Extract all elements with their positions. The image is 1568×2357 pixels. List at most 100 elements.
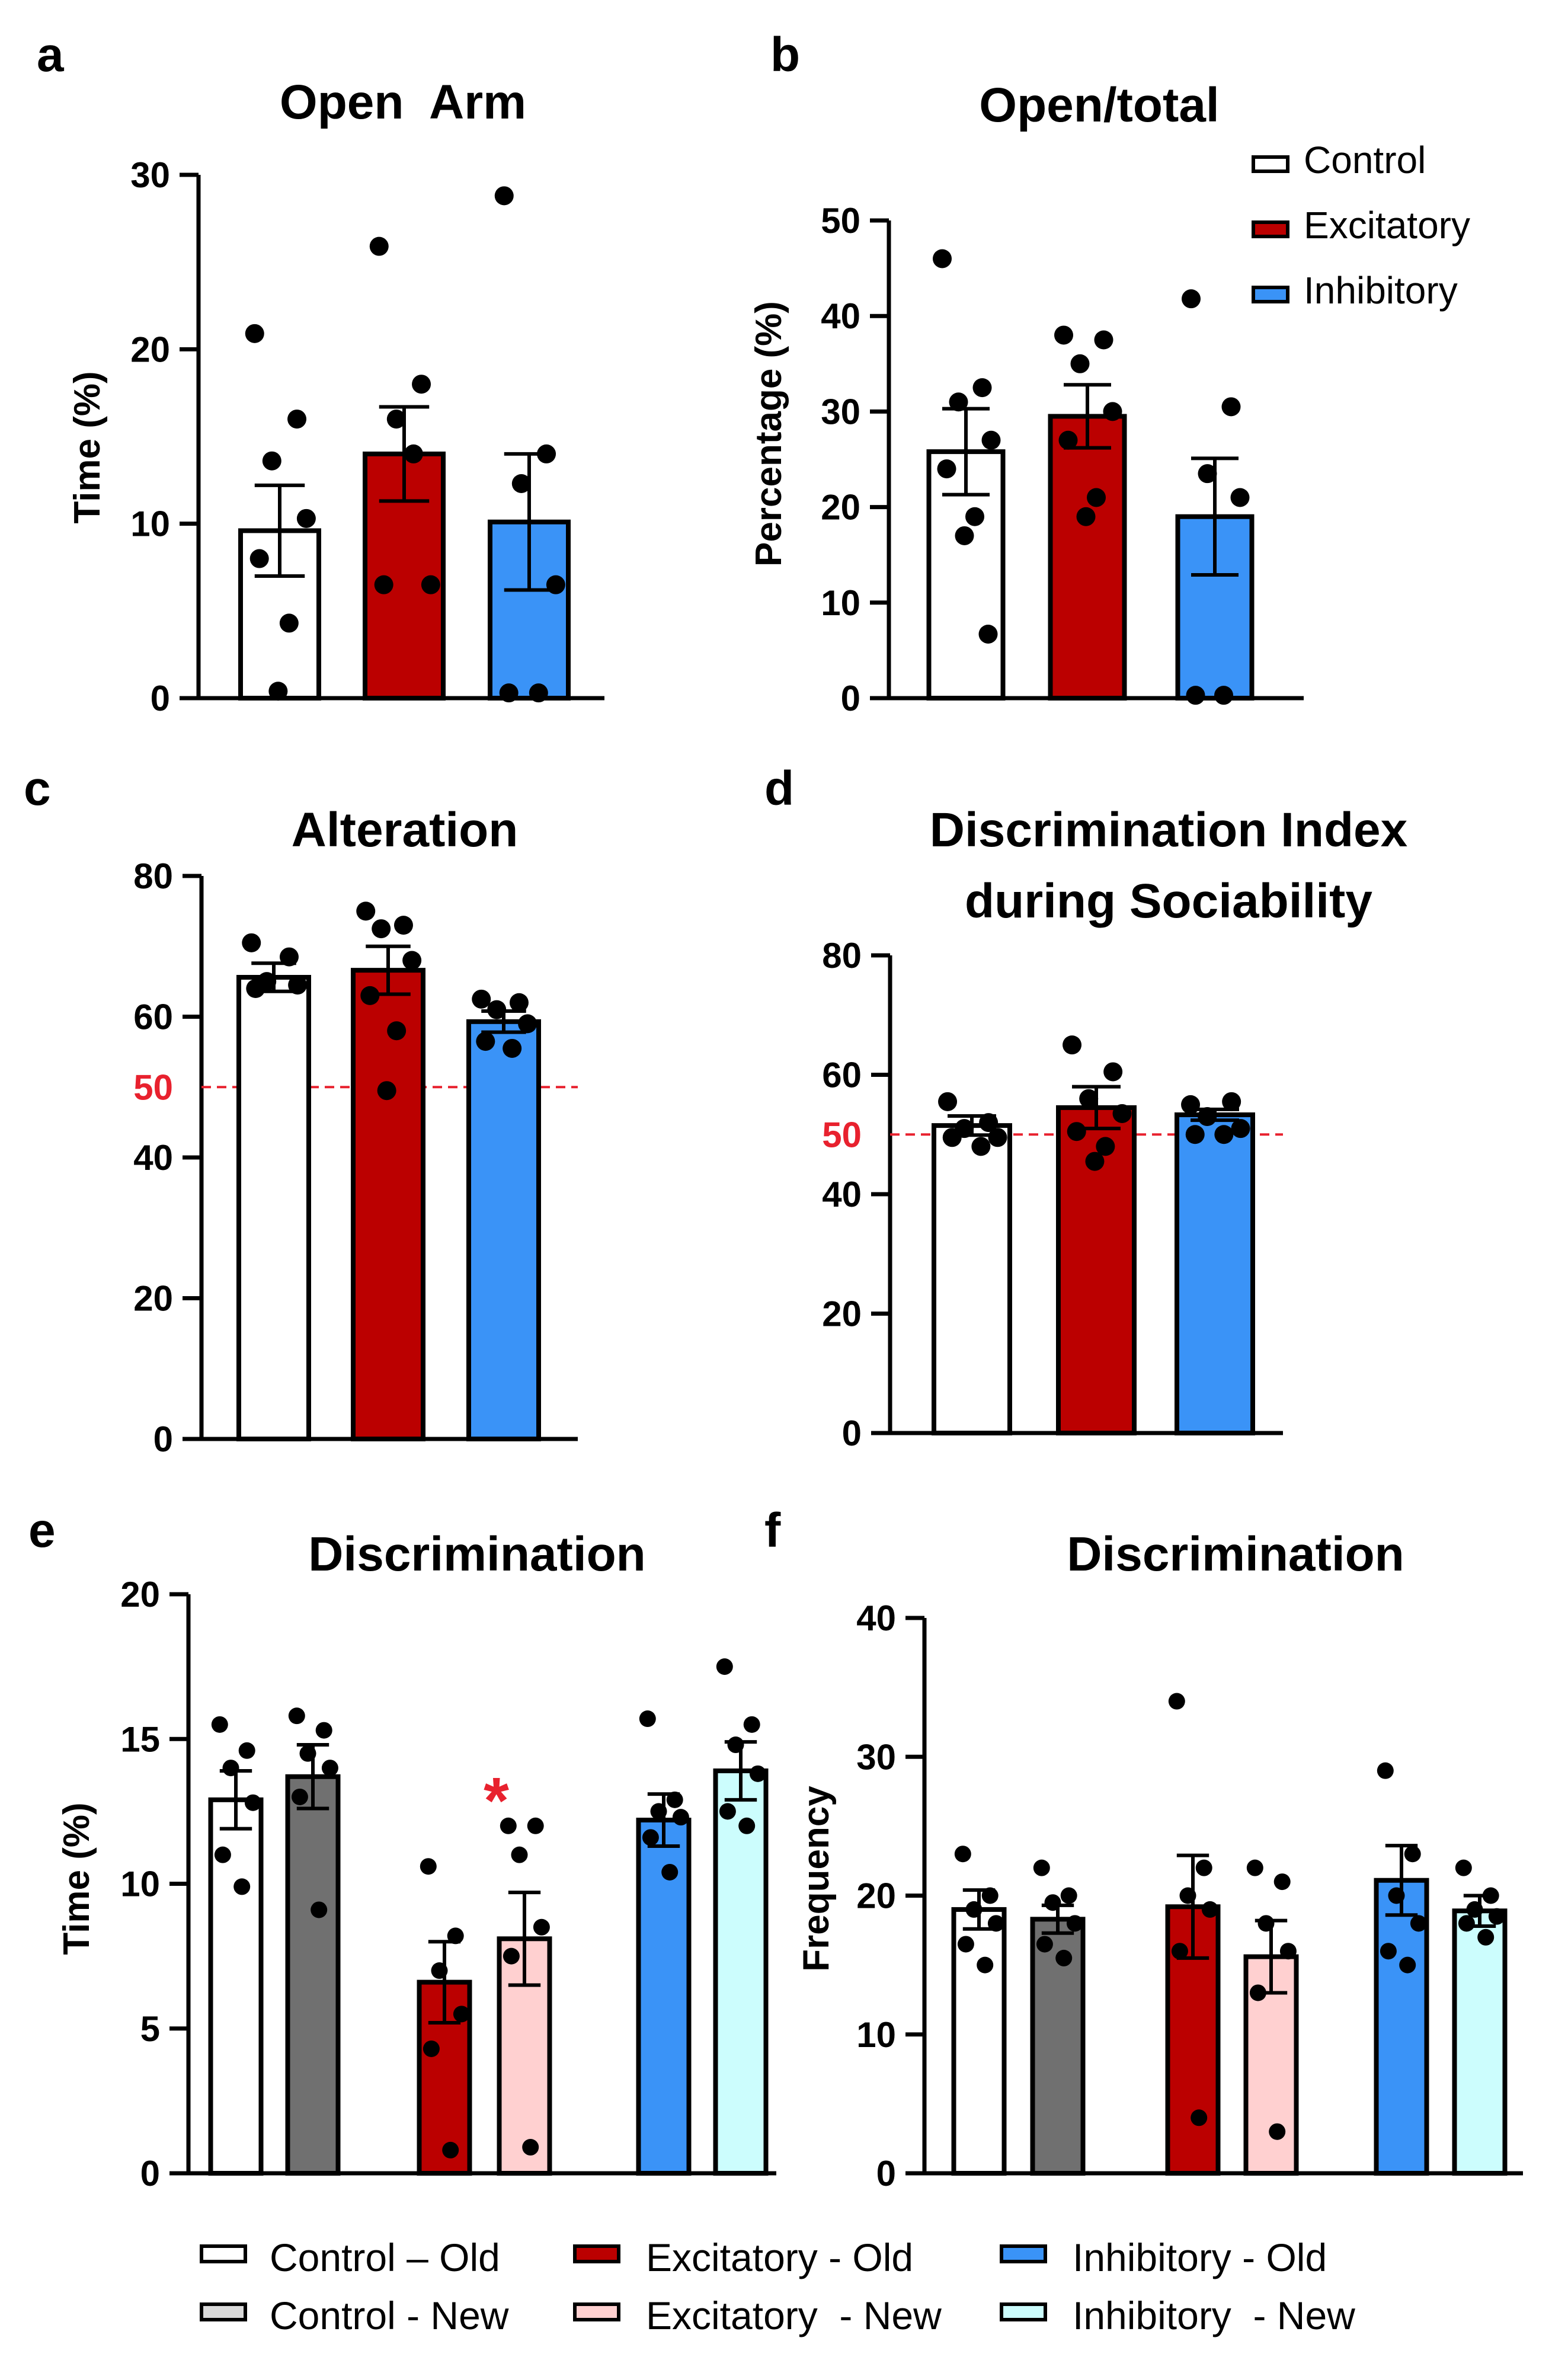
panel-letter-e: e <box>28 1504 56 1558</box>
data-point-c <box>518 1014 537 1034</box>
bar-c-2 <box>466 1019 541 1441</box>
data-point-e <box>291 1788 308 1805</box>
bar-d-2 <box>1175 1112 1255 1435</box>
legend-label-inhibitory-old: Inhibitory - Old <box>1073 2236 1327 2279</box>
data-point-e <box>511 1846 528 1863</box>
data-point-b <box>1230 488 1250 507</box>
chart-c-plot: 0 20 40 60 80 50 <box>133 856 578 1459</box>
data-point-c <box>503 1038 522 1058</box>
data-point-b <box>1182 289 1201 309</box>
data-point-a <box>511 474 531 493</box>
legend-swatch-excitatory <box>1252 220 1289 238</box>
data-point-f <box>1269 2123 1286 2140</box>
data-point-b <box>1058 430 1078 450</box>
data-point-e <box>315 1722 332 1739</box>
chart-subtitle-d: during Sociability <box>965 874 1372 928</box>
data-point-e <box>533 1918 550 1936</box>
data-point-c <box>393 916 413 935</box>
data-point-b <box>981 430 1001 450</box>
legend-label-excitatory: Excitatory <box>1304 204 1470 247</box>
data-point-a <box>249 549 269 568</box>
data-point-f <box>1066 1915 1083 1932</box>
legend-label-control-new: Control - New <box>270 2294 509 2337</box>
data-point-a <box>499 683 519 703</box>
y-axis-label-b: Percentage (%) <box>748 301 789 567</box>
y-tick-label-b: 30 <box>821 392 860 431</box>
y-tick-label-a: 0 <box>151 679 170 718</box>
data-point-f <box>1060 1887 1077 1904</box>
data-point-f <box>1410 1915 1427 1932</box>
data-point-d <box>1067 1122 1086 1141</box>
y-tick-label-c: 60 <box>133 997 173 1037</box>
data-point-e <box>716 1658 733 1675</box>
legend-swatch-excitatory-new <box>573 2302 620 2321</box>
data-point-a <box>268 682 288 701</box>
chart-a-plot: 0 10 20 30 <box>130 155 604 718</box>
panel-letter-b: b <box>770 28 800 82</box>
data-point-b <box>965 507 984 526</box>
data-point-e <box>238 1742 255 1759</box>
data-point-a <box>529 683 548 703</box>
y-tick-label-d: 20 <box>822 1294 862 1334</box>
data-point-d <box>979 1113 999 1133</box>
legend-label-inhibitory: Inhibitory <box>1304 269 1458 312</box>
data-point-e <box>288 1707 305 1725</box>
bar-c-0 <box>236 975 311 1441</box>
y-tick-label-b: 10 <box>821 583 860 623</box>
data-point-d <box>1079 1089 1099 1108</box>
reference-line-label-c: 50 <box>133 1067 173 1107</box>
data-point-e <box>423 2040 440 2057</box>
data-point-f <box>1036 1936 1053 1953</box>
y-tick-label-b: 0 <box>841 679 860 718</box>
data-point-b <box>933 249 952 268</box>
y-tick-label-c: 40 <box>133 1138 173 1178</box>
y-axis-label-a: Time (%) <box>67 371 108 523</box>
data-point-d <box>1181 1095 1201 1114</box>
legend-swatch-control <box>1252 155 1289 173</box>
legend-swatch-inhibitory <box>1252 286 1289 303</box>
y-tick-label-f: 0 <box>876 2154 896 2193</box>
y-tick-label-a: 30 <box>130 155 170 195</box>
chart-title-b: Open/total <box>979 78 1219 132</box>
y-tick-label-d: 80 <box>822 936 862 976</box>
y-tick-label-e: 5 <box>140 2009 160 2049</box>
data-point-f <box>1377 1762 1394 1779</box>
data-point-e <box>639 1710 656 1728</box>
data-point-b <box>1186 686 1205 705</box>
data-point-a <box>412 375 431 394</box>
data-point-f <box>1380 1943 1397 1960</box>
data-point-c <box>476 1032 495 1051</box>
data-point-e <box>661 1863 679 1881</box>
data-point-d <box>938 1092 958 1111</box>
legend-label-control: Control <box>1304 139 1426 181</box>
data-point-f <box>1279 1943 1297 1960</box>
data-point-d <box>971 1137 991 1156</box>
chart-b-plot: 0 10 20 30 40 50 <box>821 201 1304 718</box>
y-tick-label-b: 40 <box>821 296 860 336</box>
data-point-c <box>387 1021 407 1041</box>
data-point-c <box>372 919 391 939</box>
data-point-f <box>1033 1859 1050 1876</box>
data-point-d <box>1185 1125 1205 1144</box>
data-point-f <box>1399 1956 1416 1974</box>
legend-top: Control Excitatory Inhibitory <box>1252 139 1470 312</box>
chart-title-a: Open Arm <box>280 75 526 129</box>
data-point-e <box>311 1901 328 1918</box>
data-point-a <box>374 575 393 594</box>
data-point-a <box>421 575 440 594</box>
data-point-e <box>672 1809 689 1826</box>
data-point-a <box>369 236 389 256</box>
data-point-f <box>957 1936 974 1953</box>
data-point-e <box>214 1846 231 1863</box>
data-point-b <box>937 459 956 479</box>
data-point-e <box>420 1858 437 1875</box>
y-tick-label-d: 0 <box>842 1413 862 1453</box>
bar-e-1 <box>285 1774 341 2176</box>
y-tick-label-f: 20 <box>856 1876 896 1916</box>
data-point-c <box>402 951 422 970</box>
y-tick-label-f: 10 <box>856 2015 896 2055</box>
chart-title-e: Discrimination <box>308 1527 646 1581</box>
data-point-f <box>1273 1873 1291 1891</box>
data-point-e <box>527 1817 544 1834</box>
